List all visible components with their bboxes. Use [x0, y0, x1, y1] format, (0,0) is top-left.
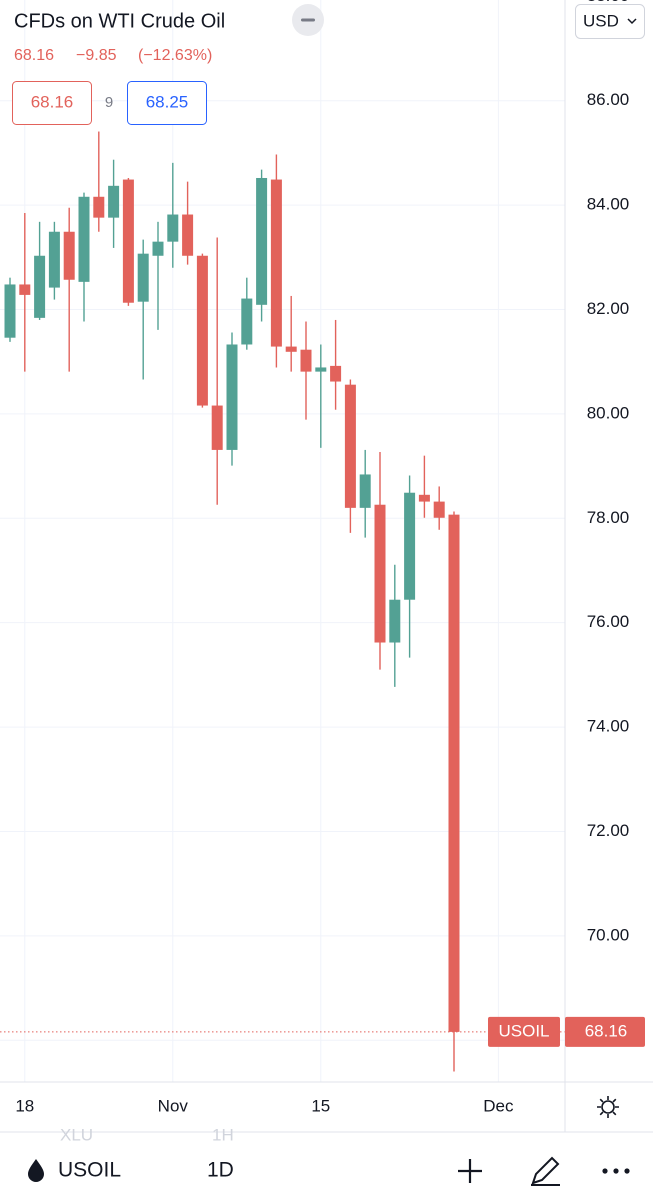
gear-teeth [597, 1096, 619, 1118]
candle-body [241, 298, 253, 345]
candle-body [344, 384, 356, 508]
candle-body [433, 501, 445, 518]
candle-body [374, 504, 386, 643]
candle-body [256, 177, 268, 305]
candle-body [418, 494, 430, 502]
toolbar-symbol[interactable]: USOIL [58, 1159, 121, 1182]
ask-price[interactable]: 68.25 [146, 92, 189, 111]
y-tick-label: 72.00 [587, 821, 630, 840]
candle-body [63, 231, 75, 280]
candle-body [167, 214, 179, 242]
symbol-title: CFDs on WTI Crude Oil [14, 10, 225, 32]
candle-body [137, 253, 149, 302]
minus-icon [301, 18, 315, 22]
symbol-label-bg [488, 1016, 560, 1047]
candle-body [270, 179, 282, 347]
header-price: 68.16 [14, 47, 54, 64]
toolbar-interval[interactable]: 1D [207, 1159, 234, 1182]
currency-button[interactable] [575, 4, 645, 39]
candle-body [315, 367, 327, 372]
candle-body [359, 474, 371, 508]
last-price-label-bg [565, 1016, 645, 1047]
bid-price[interactable]: 68.16 [31, 92, 74, 111]
candle-body [4, 284, 16, 338]
y-tick-label: 86.00 [587, 90, 630, 109]
add-button[interactable] [458, 1159, 482, 1183]
dot [602, 1168, 608, 1174]
header-change: −9.85 [76, 47, 117, 64]
sell-button[interactable] [12, 81, 92, 125]
header-change-pct: (−12.63%) [138, 47, 212, 64]
candle-body [152, 241, 164, 256]
symbol-label: USOIL [498, 1021, 549, 1040]
axes: 68.0070.0072.0074.0076.0078.0080.0082.00… [15, 0, 645, 1115]
x-tick-label: Dec [483, 1096, 514, 1115]
buy-button[interactable] [127, 81, 207, 125]
candle-body [182, 214, 194, 256]
toolbar-bg [0, 1142, 653, 1200]
spread: 9 [105, 94, 113, 111]
candle-body [48, 231, 60, 288]
x-tick-label: 15 [311, 1096, 330, 1115]
y-tick-label: 70.00 [587, 925, 630, 944]
y-tick-label: 76.00 [587, 612, 630, 631]
candle-body [78, 196, 90, 282]
dot [624, 1168, 630, 1174]
last-price-label: 68.16 [585, 1021, 628, 1040]
candle-body [404, 492, 416, 600]
candle-body [330, 365, 342, 382]
candle-body [196, 255, 208, 406]
x-tick-label: Nov [158, 1096, 189, 1115]
settings-button[interactable] [597, 1096, 619, 1118]
candle-body [285, 346, 297, 352]
x-tick-label: 18 [15, 1096, 34, 1115]
y-tick-label: 88.00 [587, 0, 630, 5]
y-tick-label: 82.00 [587, 299, 630, 318]
symbol-icon [28, 1159, 44, 1182]
gear-icon [601, 1100, 615, 1114]
y-tick-label: 84.00 [587, 195, 630, 214]
ghost-symbol: XLU [60, 1125, 93, 1144]
y-tick-label: 80.00 [587, 403, 630, 422]
candle-body [300, 349, 312, 372]
chevron-icon [627, 18, 637, 25]
y-tick-label: 74.00 [587, 717, 630, 736]
candle-body [211, 405, 223, 450]
candle-body [389, 599, 401, 643]
y-tick-label: 78.00 [587, 508, 630, 527]
candle-body [93, 196, 105, 218]
plot [0, 131, 565, 1072]
dot [613, 1168, 619, 1174]
candle-body [226, 344, 238, 450]
candle-body [34, 255, 46, 318]
ghost-interval: 1H [212, 1125, 234, 1144]
more-button[interactable] [602, 1168, 630, 1174]
candle-body [122, 179, 134, 303]
candle-body [448, 514, 460, 1032]
currency[interactable]: USD [583, 11, 619, 30]
draw-button[interactable] [531, 1156, 560, 1186]
candle-body [19, 284, 31, 295]
candle-body [108, 185, 120, 218]
